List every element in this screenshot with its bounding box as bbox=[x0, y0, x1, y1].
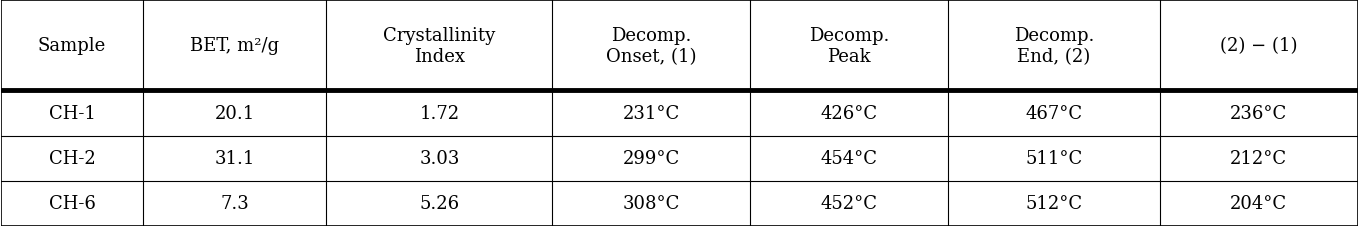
Text: 204°C: 204°C bbox=[1230, 194, 1287, 212]
Text: 7.3: 7.3 bbox=[220, 194, 249, 212]
Text: CH-2: CH-2 bbox=[49, 149, 95, 167]
Text: CH-1: CH-1 bbox=[49, 105, 95, 122]
Text: 20.1: 20.1 bbox=[215, 105, 254, 122]
Text: 426°C: 426°C bbox=[821, 105, 878, 122]
Text: 231°C: 231°C bbox=[622, 105, 680, 122]
Text: Decomp.
End, (2): Decomp. End, (2) bbox=[1014, 27, 1094, 66]
Text: Decomp.
Peak: Decomp. Peak bbox=[809, 27, 889, 66]
Text: 511°C: 511°C bbox=[1025, 149, 1083, 167]
Text: 31.1: 31.1 bbox=[215, 149, 254, 167]
Text: (2) − (1): (2) − (1) bbox=[1220, 37, 1298, 55]
Text: Sample: Sample bbox=[38, 37, 106, 55]
Text: 299°C: 299°C bbox=[622, 149, 680, 167]
Text: Decomp.
Onset, (1): Decomp. Onset, (1) bbox=[606, 27, 697, 66]
Text: CH-6: CH-6 bbox=[49, 194, 95, 212]
Text: 512°C: 512°C bbox=[1025, 194, 1082, 212]
Text: 452°C: 452°C bbox=[821, 194, 878, 212]
Text: 5.26: 5.26 bbox=[420, 194, 459, 212]
Text: 1.72: 1.72 bbox=[420, 105, 459, 122]
Text: 454°C: 454°C bbox=[821, 149, 878, 167]
Text: 3.03: 3.03 bbox=[419, 149, 459, 167]
Text: BET, m²/g: BET, m²/g bbox=[190, 37, 279, 55]
Text: 212°C: 212°C bbox=[1230, 149, 1287, 167]
Text: 236°C: 236°C bbox=[1230, 105, 1287, 122]
Text: 308°C: 308°C bbox=[622, 194, 680, 212]
Text: 467°C: 467°C bbox=[1025, 105, 1082, 122]
Text: Crystallinity
Index: Crystallinity Index bbox=[383, 27, 496, 66]
